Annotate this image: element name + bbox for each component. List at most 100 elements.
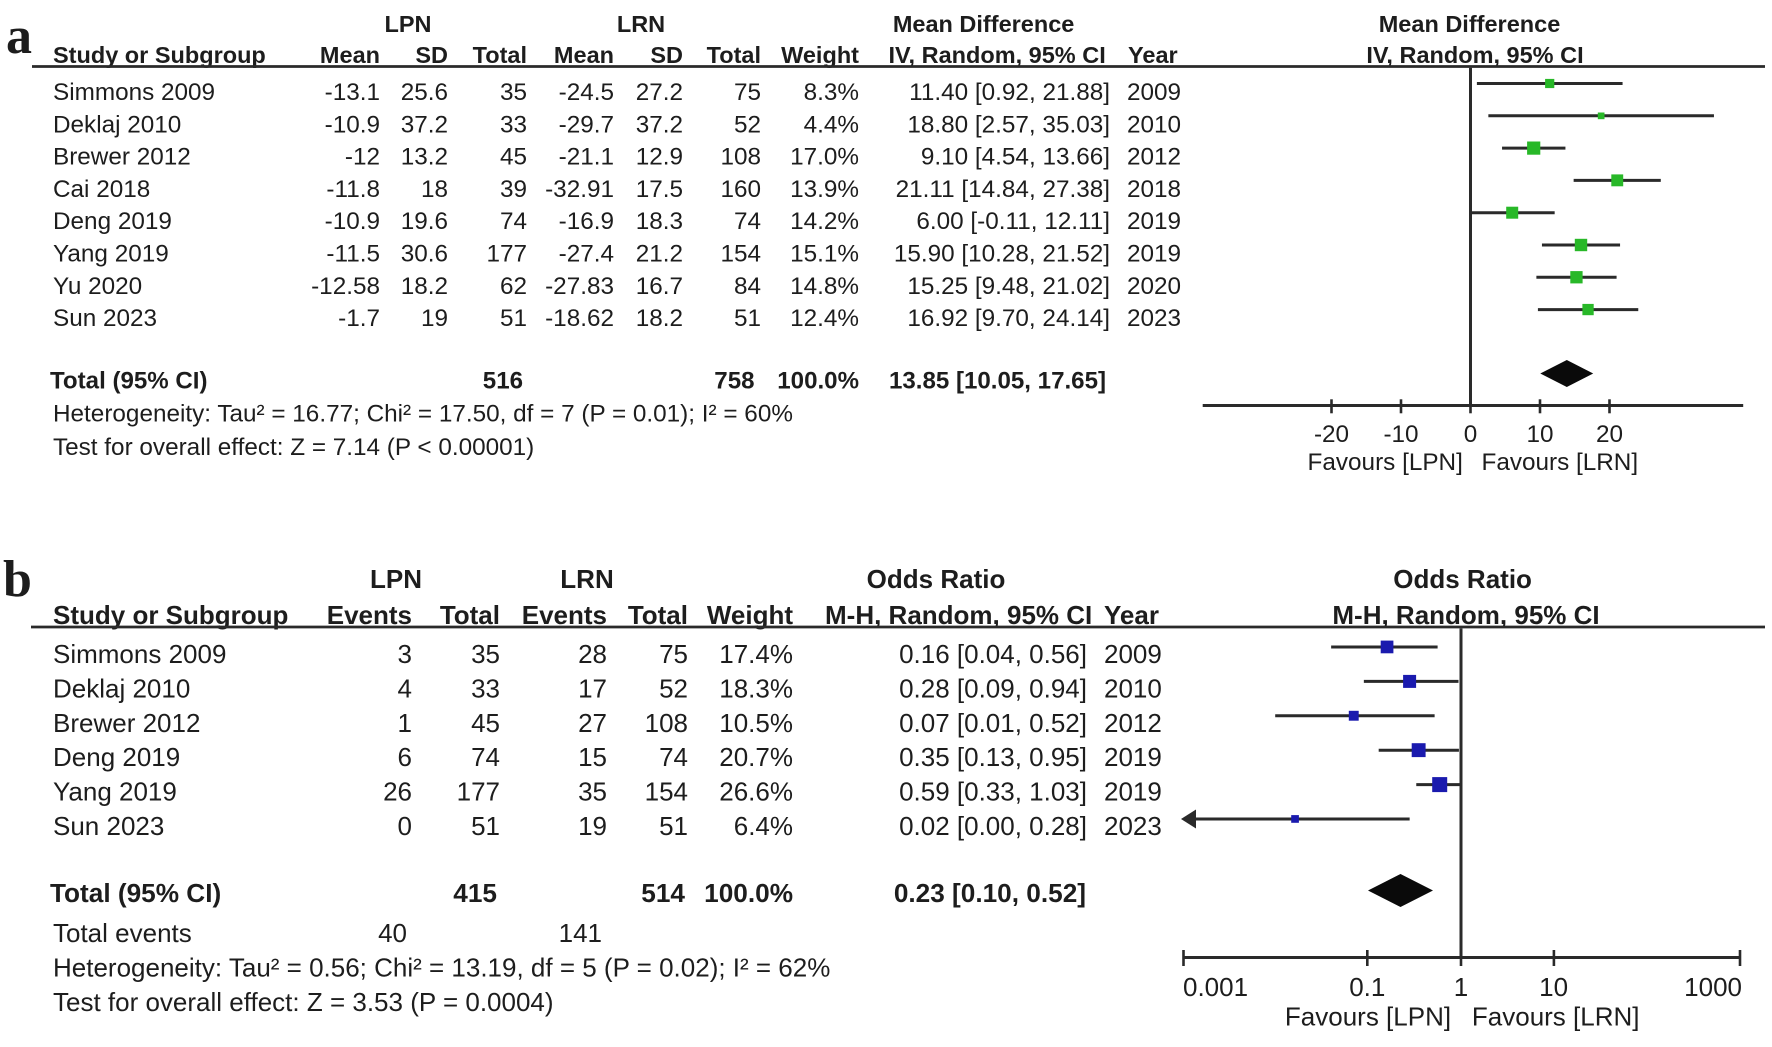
svg-text:Yang 2019: Yang 2019: [53, 241, 169, 268]
svg-text:514: 514: [641, 878, 685, 908]
svg-text:16.92 [9.70, 24.14]: 16.92 [9.70, 24.14]: [907, 305, 1110, 332]
svg-text:0.59 [0.33, 1.03]: 0.59 [0.33, 1.03]: [899, 777, 1087, 807]
svg-text:Odds Ratio: Odds Ratio: [867, 564, 1006, 594]
svg-text:-24.5: -24.5: [559, 79, 614, 106]
svg-text:75: 75: [659, 639, 688, 669]
svg-text:74: 74: [659, 742, 688, 772]
svg-text:2019: 2019: [1127, 241, 1181, 268]
svg-text:2010: 2010: [1104, 673, 1162, 703]
svg-text:2009: 2009: [1104, 639, 1162, 669]
svg-text:-13.1: -13.1: [325, 79, 380, 106]
svg-text:2019: 2019: [1104, 742, 1162, 772]
svg-text:-21.1: -21.1: [559, 144, 614, 171]
svg-text:6.4%: 6.4%: [734, 811, 793, 841]
svg-text:M-H, Random, 95% CI: M-H, Random, 95% CI: [825, 600, 1092, 630]
svg-text:-11.8: -11.8: [326, 176, 380, 203]
svg-text:11.40 [0.92, 21.88]: 11.40 [0.92, 21.88]: [909, 79, 1110, 106]
svg-text:17.0%: 17.0%: [790, 144, 859, 171]
svg-text:-27.4: -27.4: [559, 241, 614, 268]
svg-text:35: 35: [578, 777, 607, 807]
svg-text:177: 177: [457, 777, 500, 807]
svg-text:51: 51: [659, 811, 688, 841]
svg-text:b: b: [3, 551, 32, 608]
svg-text:2012: 2012: [1127, 144, 1181, 171]
svg-text:0: 0: [398, 811, 412, 841]
svg-text:2019: 2019: [1104, 777, 1162, 807]
svg-text:Brewer 2012: Brewer 2012: [53, 144, 191, 171]
svg-text:15.90 [10.28, 21.52]: 15.90 [10.28, 21.52]: [894, 241, 1110, 268]
svg-text:-10.9: -10.9: [325, 111, 380, 138]
svg-text:-16.9: -16.9: [559, 208, 614, 235]
svg-text:Test for overall effect: Z = 7: Test for overall effect: Z = 7.14 (P < 0…: [53, 434, 534, 461]
svg-text:1000: 1000: [1684, 972, 1742, 1002]
svg-text:-20: -20: [1314, 421, 1349, 448]
svg-text:33: 33: [471, 673, 500, 703]
svg-text:Yang 2019: Yang 2019: [53, 777, 177, 807]
svg-text:0.1: 0.1: [1349, 972, 1385, 1002]
svg-text:Year: Year: [1128, 42, 1178, 68]
svg-text:17: 17: [578, 673, 607, 703]
svg-text:18.3%: 18.3%: [719, 673, 793, 703]
svg-text:Mean: Mean: [320, 42, 380, 68]
svg-text:758: 758: [714, 368, 754, 395]
svg-text:108: 108: [720, 144, 761, 171]
svg-text:Events: Events: [327, 600, 412, 630]
svg-text:52: 52: [734, 111, 761, 138]
svg-text:-1.7: -1.7: [338, 305, 380, 332]
svg-text:0: 0: [1464, 421, 1478, 448]
svg-text:75: 75: [734, 79, 761, 106]
svg-text:Test for overall effect: Z = 3: Test for overall effect: Z = 3.53 (P = 0…: [53, 987, 554, 1017]
svg-text:26: 26: [383, 777, 412, 807]
svg-text:-10.9: -10.9: [325, 208, 380, 235]
svg-text:160: 160: [720, 176, 761, 203]
svg-text:1: 1: [1454, 972, 1468, 1002]
svg-text:IV, Random, 95% CI: IV, Random, 95% CI: [1366, 42, 1583, 68]
svg-text:4.4%: 4.4%: [804, 111, 859, 138]
svg-text:12.4%: 12.4%: [790, 305, 859, 332]
svg-text:Heterogeneity: Tau² = 16.77; C: Heterogeneity: Tau² = 16.77; Chi² = 17.5…: [53, 401, 793, 428]
svg-text:21.11 [14.84, 27.38]: 21.11 [14.84, 27.38]: [896, 176, 1110, 203]
svg-text:Total: Total: [440, 600, 500, 630]
svg-text:-12: -12: [345, 144, 380, 171]
svg-text:Odds Ratio: Odds Ratio: [1393, 564, 1532, 594]
svg-text:Favours [LRN]: Favours [LRN]: [1481, 449, 1638, 476]
svg-text:20.7%: 20.7%: [719, 742, 793, 772]
svg-text:35: 35: [500, 79, 527, 106]
svg-text:74: 74: [500, 208, 527, 235]
svg-text:51: 51: [471, 811, 500, 841]
svg-text:LPN: LPN: [385, 11, 432, 37]
svg-text:12.9: 12.9: [636, 144, 683, 171]
svg-text:Total (95% CI): Total (95% CI): [50, 368, 208, 395]
svg-text:15.1%: 15.1%: [790, 241, 859, 268]
svg-text:2010: 2010: [1127, 111, 1181, 138]
svg-text:Favours [LPN]: Favours [LPN]: [1285, 1002, 1451, 1032]
svg-text:Cai 2018: Cai 2018: [53, 176, 150, 203]
svg-text:18: 18: [421, 176, 448, 203]
svg-text:IV, Random, 95% CI: IV, Random, 95% CI: [889, 42, 1106, 68]
svg-text:Study or Subgroup: Study or Subgroup: [53, 42, 266, 68]
svg-text:26.6%: 26.6%: [719, 777, 793, 807]
svg-text:Favours [LRN]: Favours [LRN]: [1472, 1002, 1640, 1032]
svg-text:a: a: [6, 8, 32, 65]
svg-text:2020: 2020: [1127, 273, 1181, 300]
svg-text:39: 39: [500, 176, 527, 203]
svg-text:LRN: LRN: [560, 564, 613, 594]
svg-text:LPN: LPN: [370, 564, 422, 594]
svg-text:18.2: 18.2: [401, 273, 448, 300]
svg-text:13.2: 13.2: [401, 144, 448, 171]
svg-text:37.2: 37.2: [401, 111, 448, 138]
svg-text:154: 154: [720, 241, 761, 268]
svg-text:13.9%: 13.9%: [790, 176, 859, 203]
svg-text:27.2: 27.2: [636, 79, 683, 106]
svg-text:15.25 [9.48, 21.02]: 15.25 [9.48, 21.02]: [907, 273, 1110, 300]
svg-text:84: 84: [734, 273, 761, 300]
svg-text:0.16 [0.04, 0.56]: 0.16 [0.04, 0.56]: [899, 639, 1087, 669]
svg-text:516: 516: [483, 368, 523, 395]
svg-text:Sun 2023: Sun 2023: [53, 305, 157, 332]
svg-text:Heterogeneity: Tau² = 0.56; Ch: Heterogeneity: Tau² = 0.56; Chi² = 13.19…: [53, 953, 830, 983]
svg-text:20: 20: [1596, 421, 1623, 448]
svg-text:0.28 [0.09, 0.94]: 0.28 [0.09, 0.94]: [899, 673, 1087, 703]
svg-text:-18.62: -18.62: [545, 305, 614, 332]
svg-text:19.6: 19.6: [401, 208, 448, 235]
svg-text:74: 74: [471, 742, 500, 772]
